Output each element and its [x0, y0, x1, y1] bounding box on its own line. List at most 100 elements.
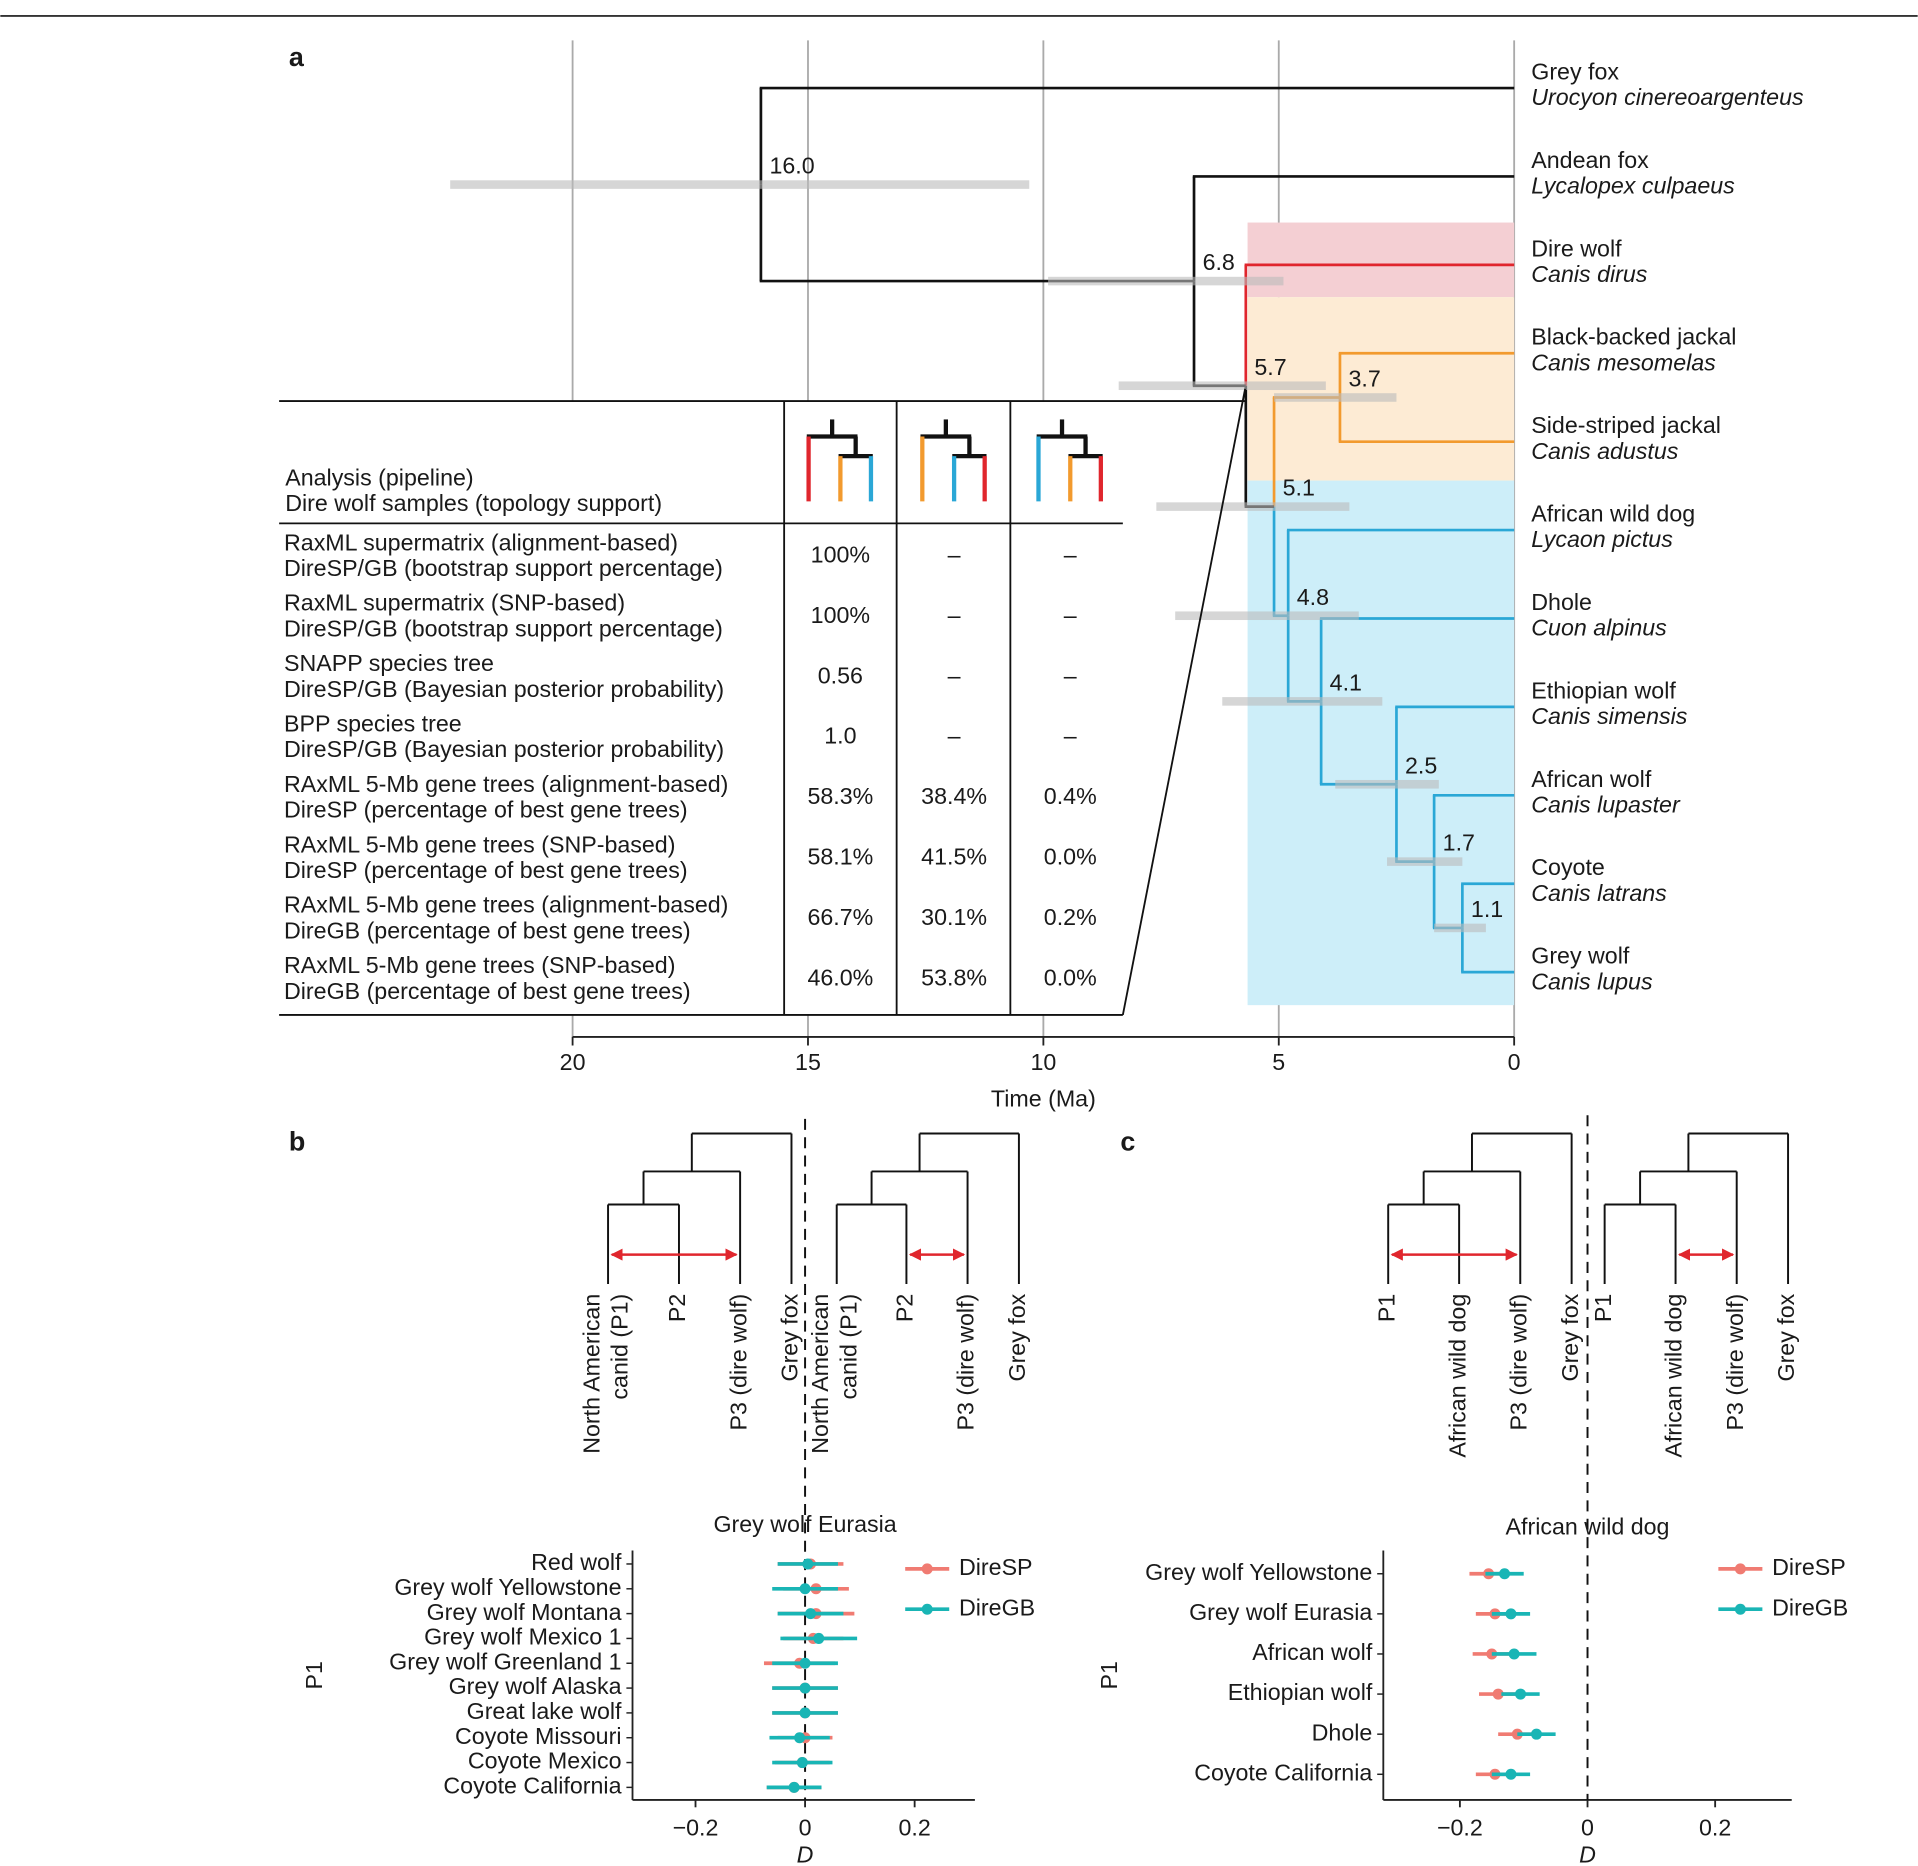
tip-common-name: African wolf	[1531, 766, 1652, 792]
y-tick-label: Dhole	[1312, 1719, 1373, 1745]
tip-common-name: Side-striped jackal	[1531, 412, 1721, 438]
tip-latin-name: Canis dirus	[1531, 261, 1648, 287]
y-tick-label: Grey wolf Montana	[427, 1599, 622, 1625]
table-header: Dire wolf samples (topology support)	[285, 490, 662, 516]
table-cell: 58.1%	[807, 844, 873, 870]
tip-latin-name: Cuon alpinus	[1531, 615, 1667, 641]
hpd-bar	[1118, 381, 1326, 391]
table-cell: 0.0%	[1044, 844, 1097, 870]
y-tick-label: Coyote California	[1194, 1759, 1372, 1785]
table-row-label: RaxML supermatrix (alignment-based)	[284, 529, 678, 555]
node-age-label: 5.1	[1283, 475, 1315, 501]
tip-latin-name: Canis lupaster	[1531, 791, 1681, 817]
table-cell: 0.56	[818, 662, 863, 688]
table-row-label: BPP species tree	[284, 711, 462, 737]
table-cell: –	[1064, 662, 1077, 688]
legend-swatch	[1734, 1563, 1746, 1575]
diagram-tip-label: Grey fox	[1004, 1293, 1030, 1381]
node-age-label: 5.7	[1254, 354, 1286, 380]
legend-label: DireSP	[959, 1554, 1033, 1580]
table-rule	[1121, 388, 1247, 1016]
diagram-tip-label: Grey fox	[1773, 1293, 1799, 1381]
table-cell: 46.0%	[807, 964, 873, 990]
table-cell: –	[948, 542, 961, 568]
y-tick-label: Grey wolf Mexico 1	[424, 1624, 621, 1650]
table-cell: 100%	[811, 602, 870, 628]
table-cell: 0.0%	[1044, 964, 1097, 990]
table-row-label: RAxML 5-Mb gene trees (alignment-based)	[284, 892, 728, 918]
table-row-label: DireSP/GB (Bayesian posterior probabilit…	[284, 676, 724, 702]
y-tick-label: Grey wolf Yellowstone	[1145, 1559, 1372, 1585]
table-row-label: DireGB (percentage of best gene trees)	[284, 978, 691, 1004]
hpd-bar	[1175, 611, 1359, 621]
hpd-bar	[1335, 779, 1439, 789]
table-cell: –	[948, 602, 961, 628]
hpd-bar	[1434, 923, 1486, 933]
tip-common-name: Grey fox	[1531, 59, 1619, 85]
table-cell: 38.4%	[921, 783, 987, 809]
tip-common-name: Ethiopian wolf	[1531, 677, 1676, 703]
point	[799, 1682, 811, 1694]
y-tick-label: African wolf	[1252, 1639, 1373, 1665]
node-age-label: 16.0	[769, 153, 814, 179]
clade-shade	[1247, 222, 1515, 298]
hpd-bar	[1156, 502, 1350, 511]
table-cell: –	[1064, 602, 1077, 628]
point	[794, 1732, 806, 1744]
point	[799, 1583, 811, 1595]
table-row-label: RaxML supermatrix (SNP-based)	[284, 590, 625, 616]
x-tick-label: 20	[560, 1049, 586, 1075]
table-cell: 53.8%	[921, 964, 987, 990]
table-row-label: DireSP/GB (bootstrap support percentage)	[284, 555, 723, 581]
tip-latin-name: Canis simensis	[1531, 703, 1688, 729]
x-tick-label: 0	[1581, 1814, 1594, 1840]
point	[1486, 1648, 1498, 1660]
point	[1492, 1688, 1504, 1700]
tip-latin-name: Urocyon cinereoargenteus	[1531, 84, 1804, 110]
y-tick-label: Ethiopian wolf	[1228, 1679, 1373, 1705]
y-tick-label: Red wolf	[531, 1549, 622, 1575]
tip-common-name: Grey wolf	[1531, 943, 1630, 969]
hpd-bar	[1387, 857, 1463, 866]
node-age-label: 6.8	[1203, 249, 1235, 275]
diagram-tip-label: P2	[892, 1294, 918, 1322]
y-tick-label: Coyote Mexico	[468, 1748, 622, 1774]
table-row-label: SNAPP species tree	[284, 650, 494, 676]
x-axis-label: D	[1579, 1841, 1596, 1866]
plot-title: African wild dog	[1506, 1514, 1670, 1540]
diagram-tip-label: P1	[1373, 1294, 1399, 1322]
point	[1505, 1768, 1517, 1780]
table-cell: 41.5%	[921, 844, 987, 870]
y-tick-label: Grey wolf Yellowstone	[394, 1574, 621, 1600]
panel-label: c	[1120, 1126, 1135, 1156]
diagram-tip-label: P2	[664, 1294, 690, 1322]
tip-common-name: Dhole	[1531, 589, 1592, 615]
table-cell: –	[948, 723, 961, 749]
point	[1515, 1688, 1527, 1700]
tip-latin-name: Canis mesomelas	[1531, 349, 1716, 375]
y-tick-label: Coyote Missouri	[455, 1723, 621, 1749]
diagram-tip-label: Grey fox	[1557, 1293, 1583, 1381]
tip-common-name: African wild dog	[1531, 501, 1695, 527]
tip-common-name: Black-backed jackal	[1531, 324, 1736, 350]
diagram-tip-label: P1	[1590, 1294, 1616, 1322]
node-age-label: 2.5	[1405, 752, 1437, 778]
hpd-bar	[450, 180, 1030, 189]
node-age-label: 3.7	[1349, 365, 1381, 391]
point	[796, 1757, 808, 1769]
tip-latin-name: Canis latrans	[1531, 880, 1667, 906]
diagram-tip-label: P3 (dire wolf)	[1722, 1294, 1748, 1431]
x-tick-label: −0.2	[673, 1814, 719, 1840]
diagram-tip-label: P3 (dire wolf)	[953, 1294, 979, 1431]
diagram-tip-label: African wild dog	[1444, 1294, 1470, 1458]
panel-label: b	[289, 1126, 305, 1156]
x-tick-label: −0.2	[1437, 1814, 1483, 1840]
legend-label: DireSP	[1772, 1554, 1846, 1580]
table-header: Analysis (pipeline)	[285, 464, 473, 490]
y-tick-label: Coyote California	[443, 1773, 621, 1799]
hpd-bar	[1222, 697, 1383, 706]
legend-swatch	[1734, 1603, 1746, 1615]
diagram-tip-label: P3 (dire wolf)	[1505, 1294, 1531, 1431]
x-tick-label: 0.2	[1699, 1814, 1731, 1840]
